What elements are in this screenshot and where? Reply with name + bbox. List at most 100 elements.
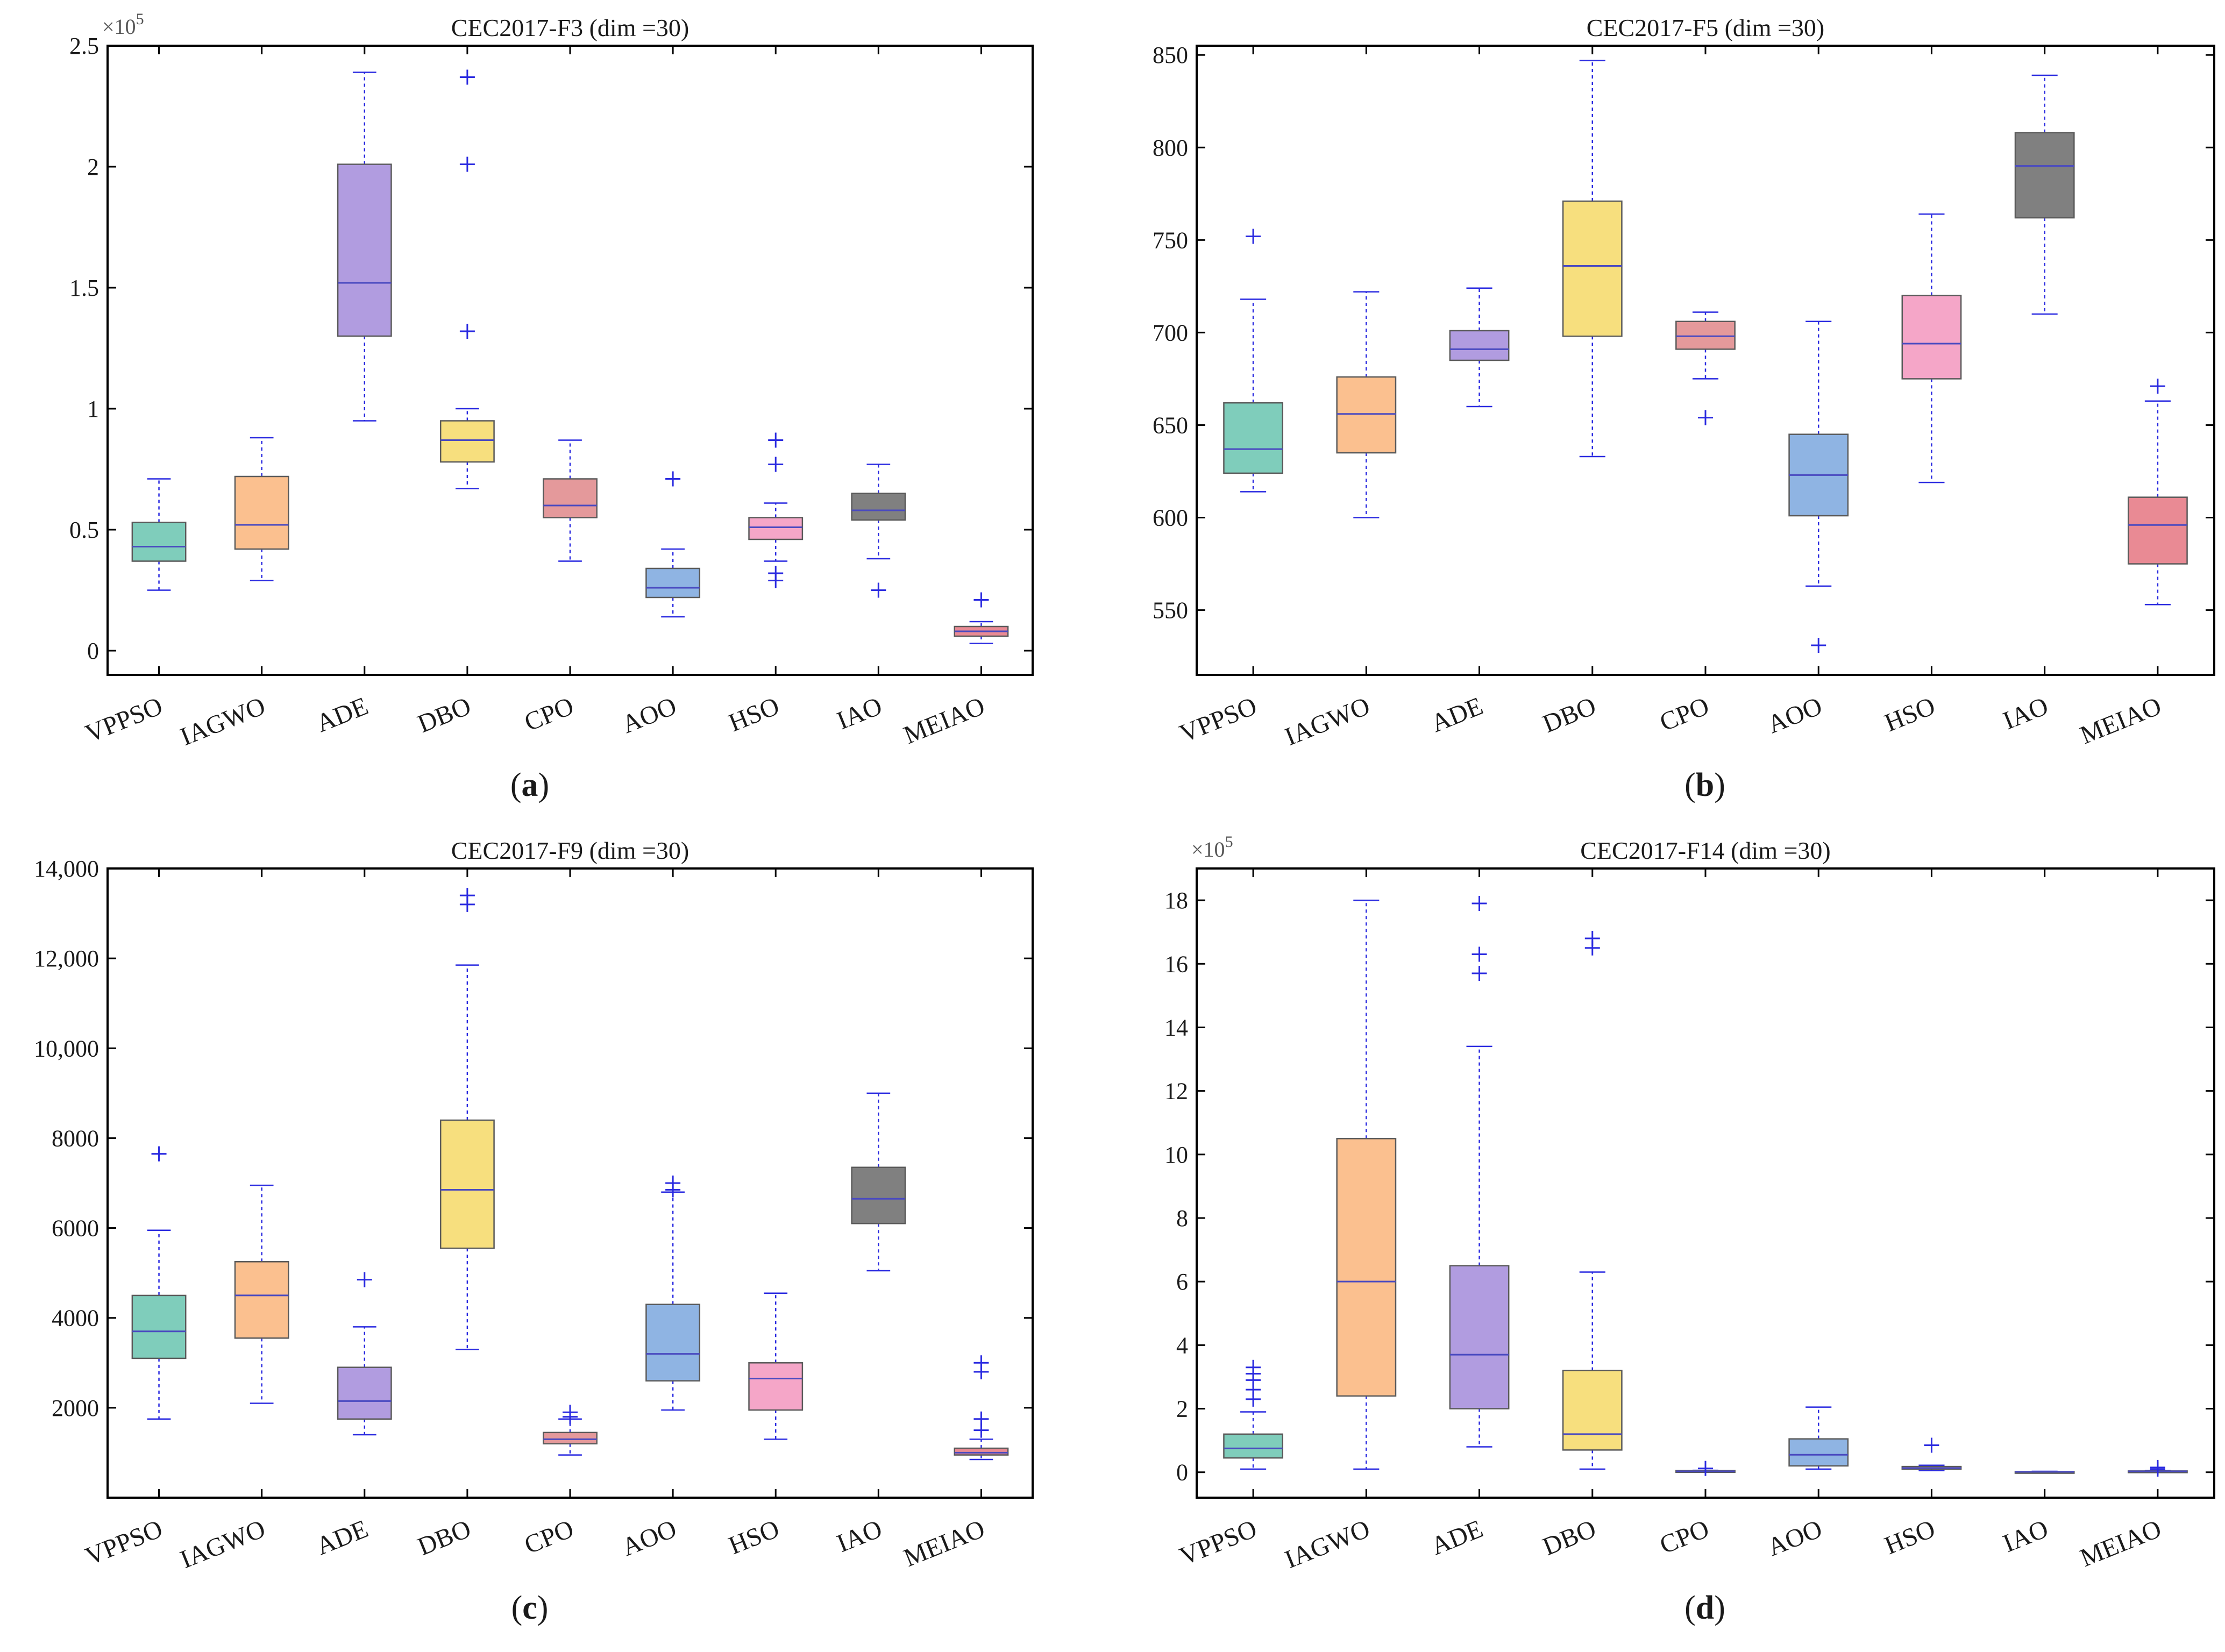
y-tick-label: 800 xyxy=(1153,134,1188,161)
outlier-marker xyxy=(1246,1359,1261,1375)
caption-letter: b xyxy=(1696,767,1714,803)
box-hso: HSO xyxy=(1881,46,1962,737)
box-meiao: MEIAO xyxy=(900,46,1009,750)
iqr-box xyxy=(1223,1433,1284,1459)
box-iao: IAO xyxy=(1999,46,2075,735)
box-iagwo: IAGWO xyxy=(176,868,289,1574)
iqr-box xyxy=(1336,1138,1397,1397)
iqr-box xyxy=(543,1432,598,1444)
y-tick-label: 750 xyxy=(1153,227,1188,253)
y-tick-label: 1 xyxy=(87,396,99,422)
chart-title: CEC2017-F9 (dim =30) xyxy=(451,837,689,864)
outlier-marker xyxy=(871,582,886,598)
caption-close-paren: ) xyxy=(1714,767,1725,803)
caption-close-paren: ) xyxy=(538,767,550,803)
y-multiplier: ×105 xyxy=(1191,833,1233,861)
x-category-label: IAGWO xyxy=(176,692,269,751)
box-hso: HSO xyxy=(724,46,804,737)
x-category-label: CPO xyxy=(521,692,578,737)
x-category-label: IAO xyxy=(1999,692,2052,735)
outlier-marker xyxy=(1472,946,1487,962)
outlier-marker xyxy=(1246,229,1261,244)
box-cpo: CPO xyxy=(521,868,598,1560)
iqr-box xyxy=(234,475,289,550)
outlier-marker xyxy=(768,432,784,448)
iqr-box xyxy=(131,522,187,562)
x-category-label: VPPSO xyxy=(1176,1514,1261,1571)
chart-title: CEC2017-F5 (dim =30) xyxy=(1587,14,1825,41)
iqr-box xyxy=(131,1294,187,1359)
x-category-label: AOO xyxy=(1764,1514,1826,1562)
y-tick-label: 16 xyxy=(1164,951,1188,977)
y-tick-label: 6 xyxy=(1176,1269,1188,1295)
chart-title: CEC2017-F3 (dim =30) xyxy=(451,14,689,41)
outlier-marker xyxy=(1811,637,1826,653)
box-meiao: MEIAO xyxy=(2076,868,2188,1572)
y-multiplier-exponent: 5 xyxy=(136,10,144,28)
y-tick-label: 650 xyxy=(1153,412,1188,438)
x-category-label: IAO xyxy=(833,1514,886,1558)
outlier-marker xyxy=(459,69,475,85)
x-category-label: HSO xyxy=(1881,1514,1939,1560)
x-category-label: VPPSO xyxy=(81,1514,166,1571)
iqr-box xyxy=(234,1261,289,1339)
box-ade: ADE xyxy=(312,46,392,738)
iqr-box xyxy=(1336,376,1397,454)
outlier-marker xyxy=(1924,1437,1939,1453)
box-meiao: MEIAO xyxy=(2076,46,2188,750)
chart-title: CEC2017-F14 (dim =30) xyxy=(1580,837,1831,864)
x-category-label: VPPSO xyxy=(81,692,166,748)
caption-open-paren: ( xyxy=(510,767,522,803)
outlier-marker xyxy=(459,156,475,172)
x-category-label: HSO xyxy=(724,692,783,737)
panel-caption: (a) xyxy=(510,767,549,803)
x-category-label: IAO xyxy=(1999,1514,2052,1558)
plot-frame xyxy=(106,45,1034,676)
iqr-box xyxy=(1788,1438,1849,1467)
y-tick-label: 12 xyxy=(1164,1078,1188,1105)
x-category-label: IAGWO xyxy=(1281,692,1374,751)
y-multiplier-exponent: 5 xyxy=(1225,833,1233,851)
box-iagwo: IAGWO xyxy=(1281,868,1397,1574)
iqr-box xyxy=(2127,496,2188,565)
y-tick-label: 0 xyxy=(87,638,99,664)
iqr-box xyxy=(748,517,804,540)
x-category-label: CPO xyxy=(521,1514,578,1560)
x-category-label: VPPSO xyxy=(1176,692,1261,748)
box-aoo: AOO xyxy=(618,868,701,1562)
box-dbo: DBO xyxy=(414,868,495,1561)
x-category-label: MEIAO xyxy=(2076,692,2165,750)
caption-close-paren: ) xyxy=(1714,1590,1725,1626)
box-ade: ADE xyxy=(1427,868,1510,1561)
outlier-marker xyxy=(1584,931,1600,946)
x-category-label: MEIAO xyxy=(900,1514,989,1572)
caption-letter: d xyxy=(1696,1590,1714,1626)
caption-open-paren: ( xyxy=(1684,1590,1696,1626)
x-category-label: AOO xyxy=(618,1514,680,1562)
y-tick-label: 700 xyxy=(1153,319,1188,346)
x-category-label: DBO xyxy=(1539,692,1600,738)
y-tick-label: 14 xyxy=(1164,1014,1188,1041)
outlier-marker xyxy=(768,457,784,472)
caption-letter: c xyxy=(522,1590,537,1626)
y-tick-label: 0 xyxy=(1176,1459,1188,1486)
box-iagwo: IAGWO xyxy=(1281,46,1397,751)
y-tick-label: 2 xyxy=(87,154,99,180)
panel-caption: (d) xyxy=(1684,1590,1725,1626)
iqr-box xyxy=(1901,295,1962,380)
y-tick-label: 10,000 xyxy=(34,1035,99,1062)
box-hso: HSO xyxy=(1881,868,1962,1560)
iqr-box xyxy=(645,567,701,599)
x-category-label: ADE xyxy=(312,692,372,738)
outlier-marker xyxy=(973,1355,989,1371)
panel-caption: (b) xyxy=(1684,767,1725,803)
box-vppso: VPPSO xyxy=(1176,868,1284,1571)
box-iao: IAO xyxy=(833,868,906,1558)
outlier-marker xyxy=(1472,966,1487,981)
iqr-box xyxy=(1675,321,1736,350)
chart-panel-c: CEC2017-F9 (dim =30) 2000 4000 6000 8000 10,0… xyxy=(34,837,1034,1626)
box-iagwo: IAGWO xyxy=(176,46,289,751)
outlier-marker xyxy=(2150,1459,2165,1475)
outlier-marker xyxy=(357,1272,372,1287)
box-aoo: AOO xyxy=(1764,868,1849,1562)
